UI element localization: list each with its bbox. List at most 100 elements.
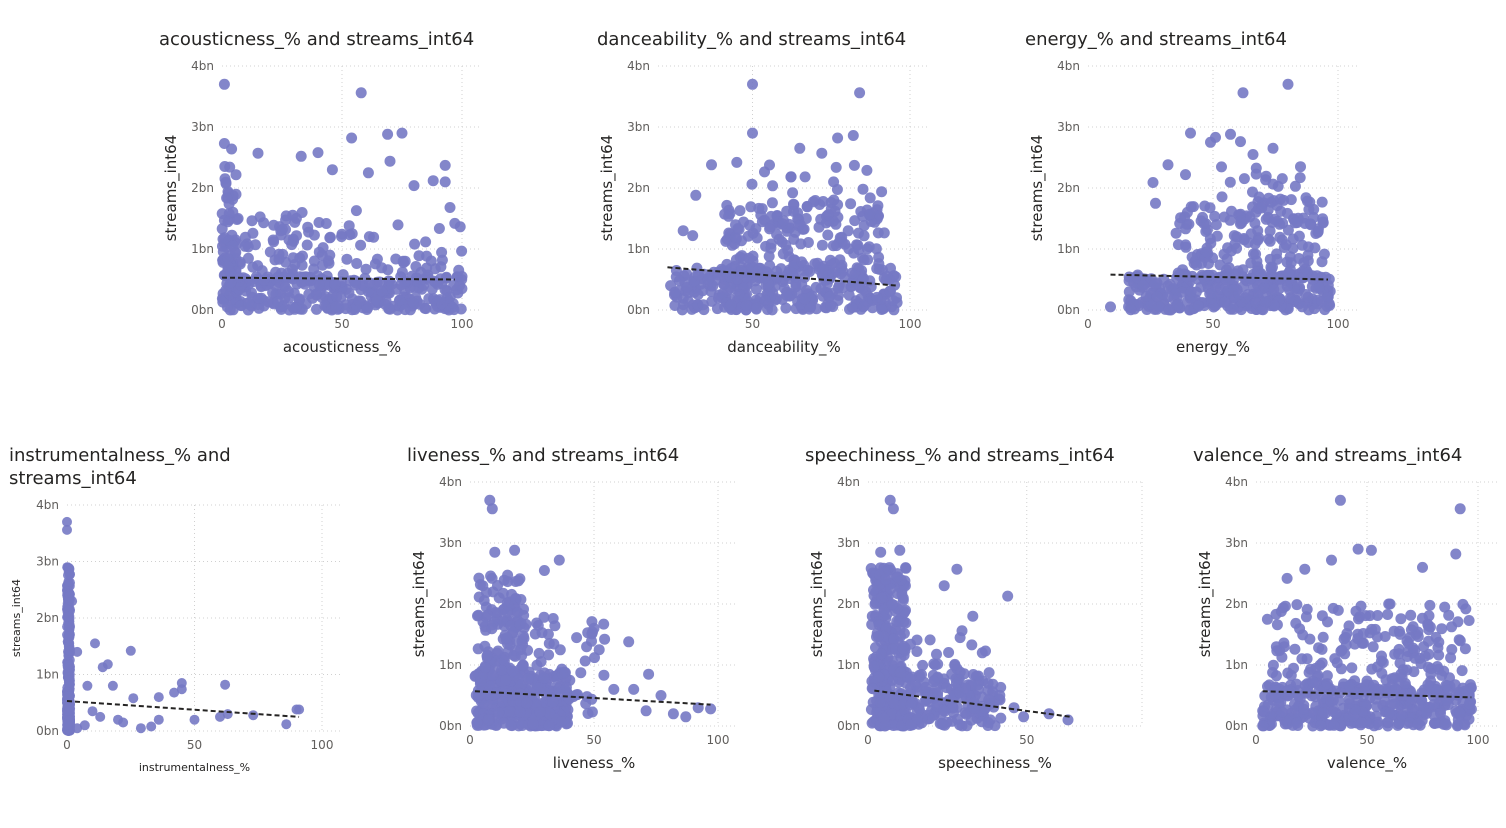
data-point[interactable]	[1371, 701, 1383, 713]
data-point[interactable]	[1231, 231, 1243, 243]
data-point[interactable]	[725, 299, 737, 311]
data-point[interactable]	[1195, 215, 1207, 227]
data-point[interactable]	[1394, 628, 1406, 640]
data-point[interactable]	[1294, 172, 1306, 184]
data-point[interactable]	[563, 693, 575, 705]
data-point[interactable]	[1463, 713, 1475, 725]
data-point[interactable]	[831, 184, 843, 195]
data-point[interactable]	[849, 215, 861, 227]
data-point[interactable]	[351, 258, 363, 269]
data-point[interactable]	[492, 645, 504, 657]
data-point[interactable]	[313, 217, 325, 228]
data-point[interactable]	[1125, 304, 1137, 316]
data-point[interactable]	[1242, 289, 1254, 300]
data-point[interactable]	[538, 672, 550, 684]
data-point[interactable]	[1390, 683, 1402, 695]
data-point[interactable]	[1227, 303, 1239, 315]
data-point[interactable]	[234, 256, 246, 268]
data-point[interactable]	[329, 278, 341, 290]
data-point[interactable]	[379, 298, 391, 310]
data-point[interactable]	[218, 214, 230, 226]
data-point[interactable]	[847, 130, 859, 141]
data-point[interactable]	[62, 611, 73, 622]
data-point[interactable]	[579, 655, 591, 667]
data-point[interactable]	[349, 279, 361, 291]
data-point[interactable]	[746, 272, 758, 284]
data-point[interactable]	[287, 301, 299, 313]
data-point[interactable]	[809, 258, 821, 270]
data-point[interactable]	[1296, 301, 1308, 313]
data-point[interactable]	[1259, 296, 1271, 308]
data-point[interactable]	[894, 666, 906, 678]
data-point[interactable]	[1273, 697, 1285, 709]
data-point[interactable]	[1423, 648, 1435, 660]
data-point[interactable]	[593, 644, 605, 656]
data-point[interactable]	[897, 594, 909, 606]
data-point[interactable]	[762, 304, 773, 315]
data-point[interactable]	[1191, 259, 1202, 271]
data-point[interactable]	[1452, 616, 1464, 628]
data-point[interactable]	[1317, 631, 1329, 643]
data-point[interactable]	[764, 223, 776, 235]
data-point[interactable]	[878, 227, 890, 239]
data-point[interactable]	[491, 687, 503, 699]
data-point[interactable]	[967, 610, 979, 622]
data-point[interactable]	[1393, 648, 1405, 660]
data-point[interactable]	[501, 632, 513, 644]
data-point[interactable]	[350, 205, 362, 217]
data-point[interactable]	[598, 618, 610, 630]
data-point[interactable]	[711, 303, 723, 315]
data-point[interactable]	[72, 723, 83, 734]
data-point[interactable]	[858, 230, 870, 242]
data-point[interactable]	[1280, 239, 1292, 251]
data-point[interactable]	[917, 659, 929, 671]
data-point[interactable]	[744, 219, 756, 231]
data-point[interactable]	[1326, 554, 1337, 566]
data-point[interactable]	[1192, 300, 1204, 312]
data-point[interactable]	[873, 258, 885, 270]
data-point[interactable]	[313, 279, 325, 291]
data-point[interactable]	[1298, 257, 1310, 269]
data-point[interactable]	[1170, 227, 1182, 239]
data-point[interactable]	[64, 645, 75, 656]
data-point[interactable]	[1225, 128, 1236, 140]
data-point[interactable]	[501, 606, 513, 618]
data-point[interactable]	[312, 147, 324, 159]
data-point[interactable]	[482, 714, 494, 726]
data-point[interactable]	[224, 161, 236, 173]
data-point[interactable]	[543, 649, 555, 661]
data-point[interactable]	[879, 720, 891, 732]
data-point[interactable]	[252, 260, 264, 272]
data-point[interactable]	[781, 289, 793, 301]
data-point[interactable]	[799, 171, 811, 183]
data-point[interactable]	[1288, 662, 1299, 674]
data-point[interactable]	[97, 662, 108, 673]
data-point[interactable]	[1211, 230, 1223, 242]
data-point[interactable]	[1459, 643, 1471, 655]
data-point[interactable]	[951, 713, 963, 725]
data-point[interactable]	[135, 723, 146, 734]
data-point[interactable]	[1321, 678, 1333, 690]
data-point[interactable]	[746, 178, 758, 190]
data-point[interactable]	[1274, 231, 1286, 243]
data-point[interactable]	[227, 240, 239, 252]
data-point[interactable]	[1200, 246, 1212, 258]
data-point[interactable]	[427, 175, 439, 187]
data-point[interactable]	[705, 703, 717, 715]
data-point[interactable]	[1251, 255, 1263, 267]
data-point[interactable]	[408, 180, 420, 192]
data-point[interactable]	[961, 720, 973, 732]
data-point[interactable]	[534, 706, 546, 718]
data-point[interactable]	[815, 283, 827, 295]
data-point[interactable]	[1424, 599, 1436, 611]
data-point[interactable]	[62, 660, 73, 671]
data-point[interactable]	[1317, 707, 1329, 719]
data-point[interactable]	[763, 250, 775, 262]
data-point[interactable]	[702, 274, 714, 286]
data-point[interactable]	[1276, 651, 1288, 663]
data-point[interactable]	[939, 705, 951, 717]
data-point[interactable]	[252, 147, 264, 159]
data-point[interactable]	[1271, 248, 1283, 260]
data-point[interactable]	[1281, 572, 1293, 584]
data-point[interactable]	[1291, 217, 1303, 229]
